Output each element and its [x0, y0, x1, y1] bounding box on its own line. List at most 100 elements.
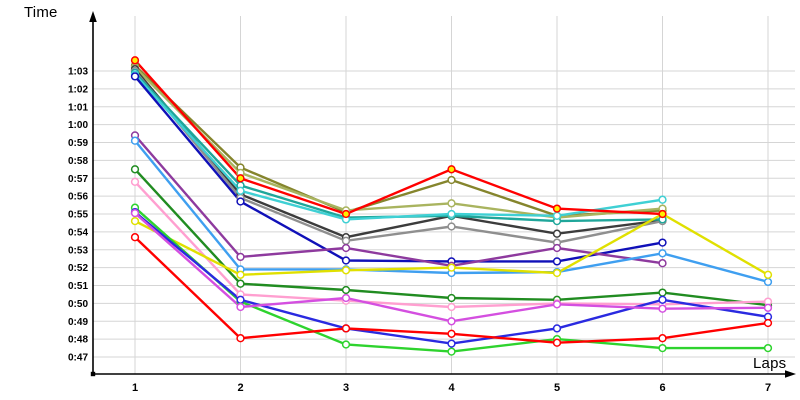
data-point-purple [236, 252, 245, 262]
data-point-black [552, 229, 562, 238]
data-point-red-1 [658, 209, 667, 219]
data-point-light-green [341, 340, 351, 349]
data-point-cyan [552, 211, 562, 220]
y-tick-label: 0:54 [68, 227, 88, 238]
y-tick-label: 0:57 [68, 174, 88, 185]
origin-marker [90, 371, 96, 377]
data-point-light-green [447, 347, 456, 356]
data-point-light-blue [130, 136, 140, 145]
data-point-purple [341, 243, 351, 253]
data-point-yellow [447, 263, 456, 272]
data-point-red-2 [658, 334, 667, 343]
y-tick-label: 0:47 [68, 353, 88, 364]
data-point-violet [552, 300, 562, 309]
x-tick-label: 4 [448, 382, 455, 394]
data-point-violet [447, 317, 456, 326]
y-tick-label: 1:00 [68, 120, 88, 131]
data-point-cyan [658, 195, 667, 204]
data-point-red-2 [552, 338, 562, 347]
y-tick-label: 0:59 [68, 138, 88, 149]
data-point-dark-green [130, 165, 140, 174]
y-tick-label: 0:49 [68, 317, 88, 328]
data-point-red-2 [763, 318, 773, 328]
y-tick-label: 1:01 [68, 102, 88, 113]
data-point-dark-green [341, 285, 351, 295]
data-point-violet [236, 302, 245, 312]
series-line-cyan [134, 73, 663, 221]
data-point-royal-blue [236, 295, 245, 304]
x-axis-arrow [785, 370, 796, 378]
y-tick-label: 0:50 [68, 299, 88, 310]
data-point-yellow [236, 270, 245, 279]
data-point-navy-blue [130, 72, 140, 81]
y-tick-label: 0:52 [68, 263, 88, 274]
data-point-light-blue [658, 249, 667, 258]
data-point-red-1 [130, 56, 140, 65]
data-point-royal-blue [447, 339, 456, 348]
y-tick-label: 0:58 [68, 156, 88, 167]
y-tick-label: 1:03 [68, 67, 88, 78]
data-point-purple [552, 243, 562, 253]
y-tick-label: 0:51 [68, 281, 88, 292]
data-point-pink [130, 177, 140, 186]
data-point-royal-blue [552, 324, 562, 333]
y-tick-label: 0:56 [68, 192, 88, 203]
series-line-red-1 [134, 59, 663, 216]
data-point-violet [130, 208, 140, 218]
x-tick-label: 6 [659, 382, 665, 394]
data-point-violet [341, 293, 351, 303]
data-point-red-2 [341, 324, 351, 333]
data-point-dark-green [236, 279, 245, 288]
data-point-yellow [130, 216, 140, 226]
data-point-cyan [447, 209, 456, 219]
data-point-royal-blue [658, 295, 667, 304]
series-line-gray [134, 70, 663, 244]
data-point-navy-blue [341, 256, 351, 265]
data-point-dark-green [447, 293, 456, 303]
data-point-navy-blue [658, 238, 667, 247]
series-line-navy-blue [134, 75, 663, 263]
data-point-red-1 [236, 174, 245, 183]
series-line-khaki [134, 66, 663, 219]
series-line-purple [134, 134, 663, 268]
data-point-red-1 [447, 165, 456, 174]
data-point-cyan [236, 186, 245, 195]
y-axis-arrow [89, 11, 97, 22]
data-point-gray [341, 236, 351, 245]
data-point-dark-green [658, 288, 667, 297]
data-point-red-2 [130, 233, 140, 242]
data-point-khaki [447, 199, 456, 208]
data-point-gray [447, 222, 456, 231]
data-point-yellow [552, 268, 562, 278]
x-tick-label: 5 [554, 382, 560, 394]
y-tick-label: 0:55 [68, 210, 88, 221]
y-tick-label: 0:48 [68, 335, 88, 346]
data-point-red-1 [552, 204, 562, 213]
y-tick-label: 1:02 [68, 84, 88, 95]
data-point-yellow [341, 266, 351, 275]
data-point-light-green [658, 343, 667, 353]
data-point-violet [763, 303, 773, 312]
series-line-black [134, 68, 663, 239]
x-tick-label: 7 [765, 382, 771, 394]
data-point-yellow [763, 270, 773, 279]
x-tick-label: 1 [132, 382, 138, 394]
data-point-red-1 [341, 209, 351, 219]
data-point-olive [447, 175, 456, 185]
data-point-purple [658, 259, 667, 268]
x-tick-label: 3 [343, 382, 349, 394]
data-point-violet [658, 304, 667, 313]
data-point-light-green [763, 343, 773, 353]
y-axis-title: Time [24, 4, 58, 21]
data-point-pink [447, 302, 456, 312]
data-point-red-2 [236, 334, 245, 343]
x-tick-label: 2 [237, 382, 243, 394]
data-point-red-2 [447, 329, 456, 338]
y-tick-label: 0:53 [68, 245, 88, 256]
data-point-navy-blue [552, 257, 562, 266]
x-axis-title: Laps [753, 355, 787, 372]
data-point-light-blue [763, 277, 773, 287]
data-point-navy-blue [236, 197, 245, 206]
